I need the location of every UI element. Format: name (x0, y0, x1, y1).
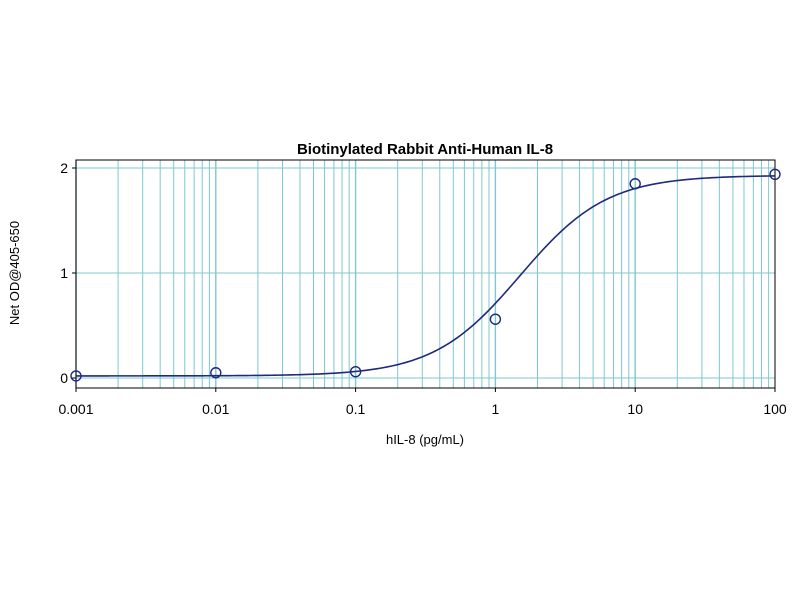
grid (76, 160, 775, 388)
y-tick-label: 0 (60, 370, 68, 386)
x-tick-label: 0.1 (346, 401, 366, 417)
x-axis-label: hIL-8 (pg/mL) (386, 432, 464, 447)
chart-title: Biotinylated Rabbit Anti-Human IL-8 (297, 141, 553, 158)
x-tick-label: 0.01 (202, 401, 229, 417)
fit-curve-group (76, 176, 775, 376)
x-tick-label: 100 (763, 401, 787, 417)
y-axis-label: Net OD@405-650 (7, 221, 22, 325)
x-tick-label: 1 (492, 401, 500, 417)
y-tick-label: 2 (60, 160, 68, 176)
fit-curve (76, 176, 775, 376)
x-tick-label: 10 (627, 401, 643, 417)
y-tick-label: 1 (60, 265, 68, 281)
plot-frame (76, 160, 775, 388)
x-tick-label: 0.001 (58, 401, 93, 417)
data-points (71, 169, 780, 381)
